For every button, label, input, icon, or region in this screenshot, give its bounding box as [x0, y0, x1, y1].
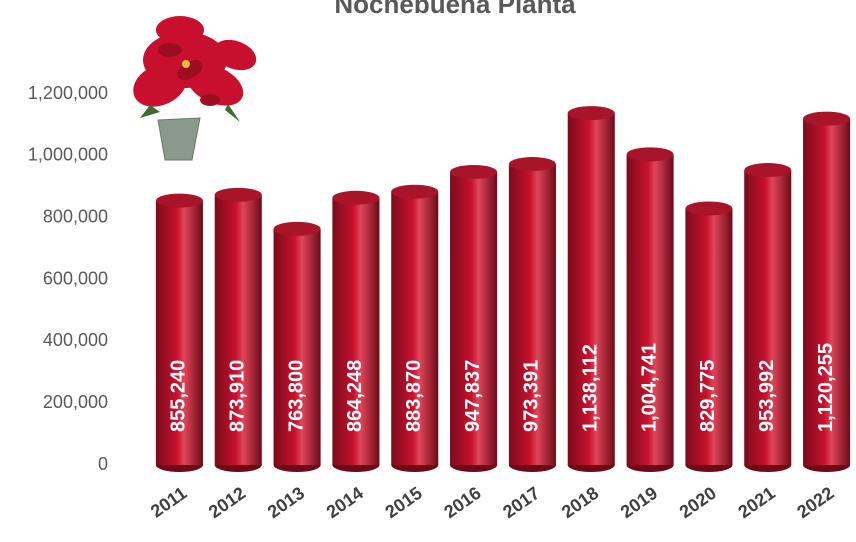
y-tick-label: 1,000,000	[28, 145, 108, 165]
bar-top	[155, 193, 203, 208]
bar-top	[567, 106, 615, 121]
x-tick-label: 2011	[147, 483, 190, 522]
bar	[273, 228, 321, 465]
y-tick-label: 1,200,000	[28, 83, 108, 103]
bar-top	[744, 163, 792, 178]
value-label: 947,837	[462, 360, 484, 432]
bar-top	[332, 190, 380, 205]
bar	[155, 200, 203, 465]
bar-top	[214, 187, 262, 202]
bar	[567, 113, 615, 466]
x-tick-label: 2014	[323, 483, 367, 522]
value-label: 953,992	[756, 360, 778, 432]
bar	[332, 197, 380, 465]
y-tick-label: 800,000	[43, 206, 108, 226]
value-label: 1,138,112	[580, 344, 602, 432]
value-label: 1,004,741	[638, 343, 660, 432]
bar	[214, 194, 262, 465]
x-tick-label: 2018	[558, 483, 602, 522]
value-label: 873,910	[227, 360, 249, 432]
x-tick-label: 2022	[793, 483, 837, 522]
x-tick-label: 2015	[381, 483, 425, 522]
x-tick-label: 2017	[499, 483, 543, 522]
value-label: 829,775	[697, 360, 719, 432]
y-tick-label: 600,000	[43, 268, 108, 288]
y-tick-label: 0	[98, 454, 108, 474]
bar	[685, 208, 733, 465]
x-tick-label: 2016	[440, 483, 484, 522]
y-tick-label: 200,000	[43, 392, 108, 412]
value-label: 973,391	[521, 360, 543, 432]
y-tick-label: 400,000	[43, 330, 108, 350]
bar	[508, 164, 556, 466]
x-tick-label: 2013	[264, 483, 308, 522]
bar	[450, 171, 498, 465]
poinsettia-decoration	[133, 16, 257, 161]
x-tick-label: 2012	[205, 483, 249, 522]
bar-top	[803, 111, 851, 126]
bar	[803, 118, 851, 466]
bar-top	[273, 221, 321, 236]
bar-top	[391, 184, 439, 199]
bar	[626, 154, 674, 466]
value-label: 883,870	[403, 360, 425, 432]
value-label: 864,248	[344, 360, 366, 432]
bar-top	[685, 201, 733, 216]
x-tick-label: 2019	[617, 483, 661, 522]
value-label: 763,800	[285, 360, 307, 432]
chart-title: Nochebuena Planta	[334, 0, 576, 19]
bar	[744, 170, 792, 465]
bar-top	[508, 157, 556, 172]
x-tick-label: 2020	[676, 483, 720, 522]
bar-top	[450, 164, 498, 179]
x-tick-label: 2021	[734, 483, 778, 522]
bar-top	[626, 147, 674, 162]
bar	[391, 191, 439, 465]
value-label: 1,120,255	[815, 343, 837, 432]
value-label: 855,240	[168, 360, 190, 432]
